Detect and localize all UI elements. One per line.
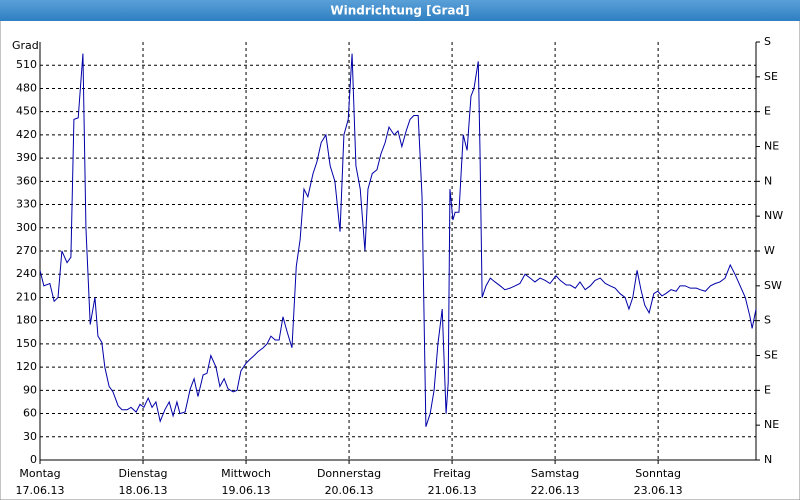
y-tick-label: 210 bbox=[16, 290, 37, 303]
y-tick-label: 390 bbox=[16, 151, 37, 164]
x-tick-sublabel: 20.06.13 bbox=[325, 484, 374, 497]
y-tick-label: 0 bbox=[30, 453, 37, 466]
y2-tick-label: NE bbox=[764, 418, 779, 431]
title-bar bbox=[0, 0, 800, 21]
y-tick-label: 450 bbox=[16, 105, 37, 118]
x-tick-label: Mittwoch bbox=[221, 467, 271, 480]
y-tick-label: 300 bbox=[16, 221, 37, 234]
y-tick-label: 30 bbox=[23, 430, 37, 443]
y-axis-label: Grad bbox=[12, 39, 39, 52]
y-tick-label: 360 bbox=[16, 174, 37, 187]
y2-tick-label: N bbox=[764, 453, 772, 466]
y-tick-label: 270 bbox=[16, 244, 37, 257]
x-tick-label: Sonntag bbox=[635, 467, 681, 480]
x-tick-sublabel: 17.06.13 bbox=[16, 484, 65, 497]
y-tick-label: 60 bbox=[23, 407, 37, 420]
y2-tick-label: E bbox=[764, 383, 771, 396]
x-tick-label: Montag bbox=[19, 467, 60, 480]
y2-tick-label: NE bbox=[764, 140, 779, 153]
y2-tick-label: NW bbox=[764, 209, 783, 222]
y-tick-label: 420 bbox=[16, 128, 37, 141]
x-tick-label: Dienstag bbox=[118, 467, 167, 480]
x-tick-sublabel: 21.06.13 bbox=[428, 484, 477, 497]
data-line bbox=[39, 53, 757, 427]
x-tick-label: Freitag bbox=[433, 467, 471, 480]
x-tick-sublabel: 23.06.13 bbox=[634, 484, 683, 497]
x-tick-label: Samstag bbox=[531, 467, 579, 480]
y2-tick-label: E bbox=[764, 105, 771, 118]
y-tick-label: 120 bbox=[16, 360, 37, 373]
y2-tick-label: S bbox=[764, 35, 771, 48]
y-tick-label: 180 bbox=[16, 314, 37, 327]
x-tick-label: Donnerstag bbox=[317, 467, 381, 480]
y-tick-label: 480 bbox=[16, 81, 37, 94]
y-tick-label: 240 bbox=[16, 267, 37, 280]
y-tick-label: 150 bbox=[16, 337, 37, 350]
x-tick-sublabel: 18.06.13 bbox=[119, 484, 168, 497]
y2-tick-label: SW bbox=[764, 279, 782, 292]
y-tick-label: 90 bbox=[23, 383, 37, 396]
chart-title: Windrichtung [Grad] bbox=[330, 4, 469, 18]
y2-tick-label: SE bbox=[764, 349, 778, 362]
y2-tick-label: S bbox=[764, 314, 771, 327]
y2-tick-label: N bbox=[764, 174, 772, 187]
y-tick-label: 330 bbox=[16, 198, 37, 211]
x-tick-sublabel: 19.06.13 bbox=[222, 484, 271, 497]
y-tick-label: 510 bbox=[16, 58, 37, 71]
y2-tick-label: SE bbox=[764, 70, 778, 83]
y2-tick-label: W bbox=[764, 244, 775, 257]
x-tick-sublabel: 22.06.13 bbox=[531, 484, 580, 497]
